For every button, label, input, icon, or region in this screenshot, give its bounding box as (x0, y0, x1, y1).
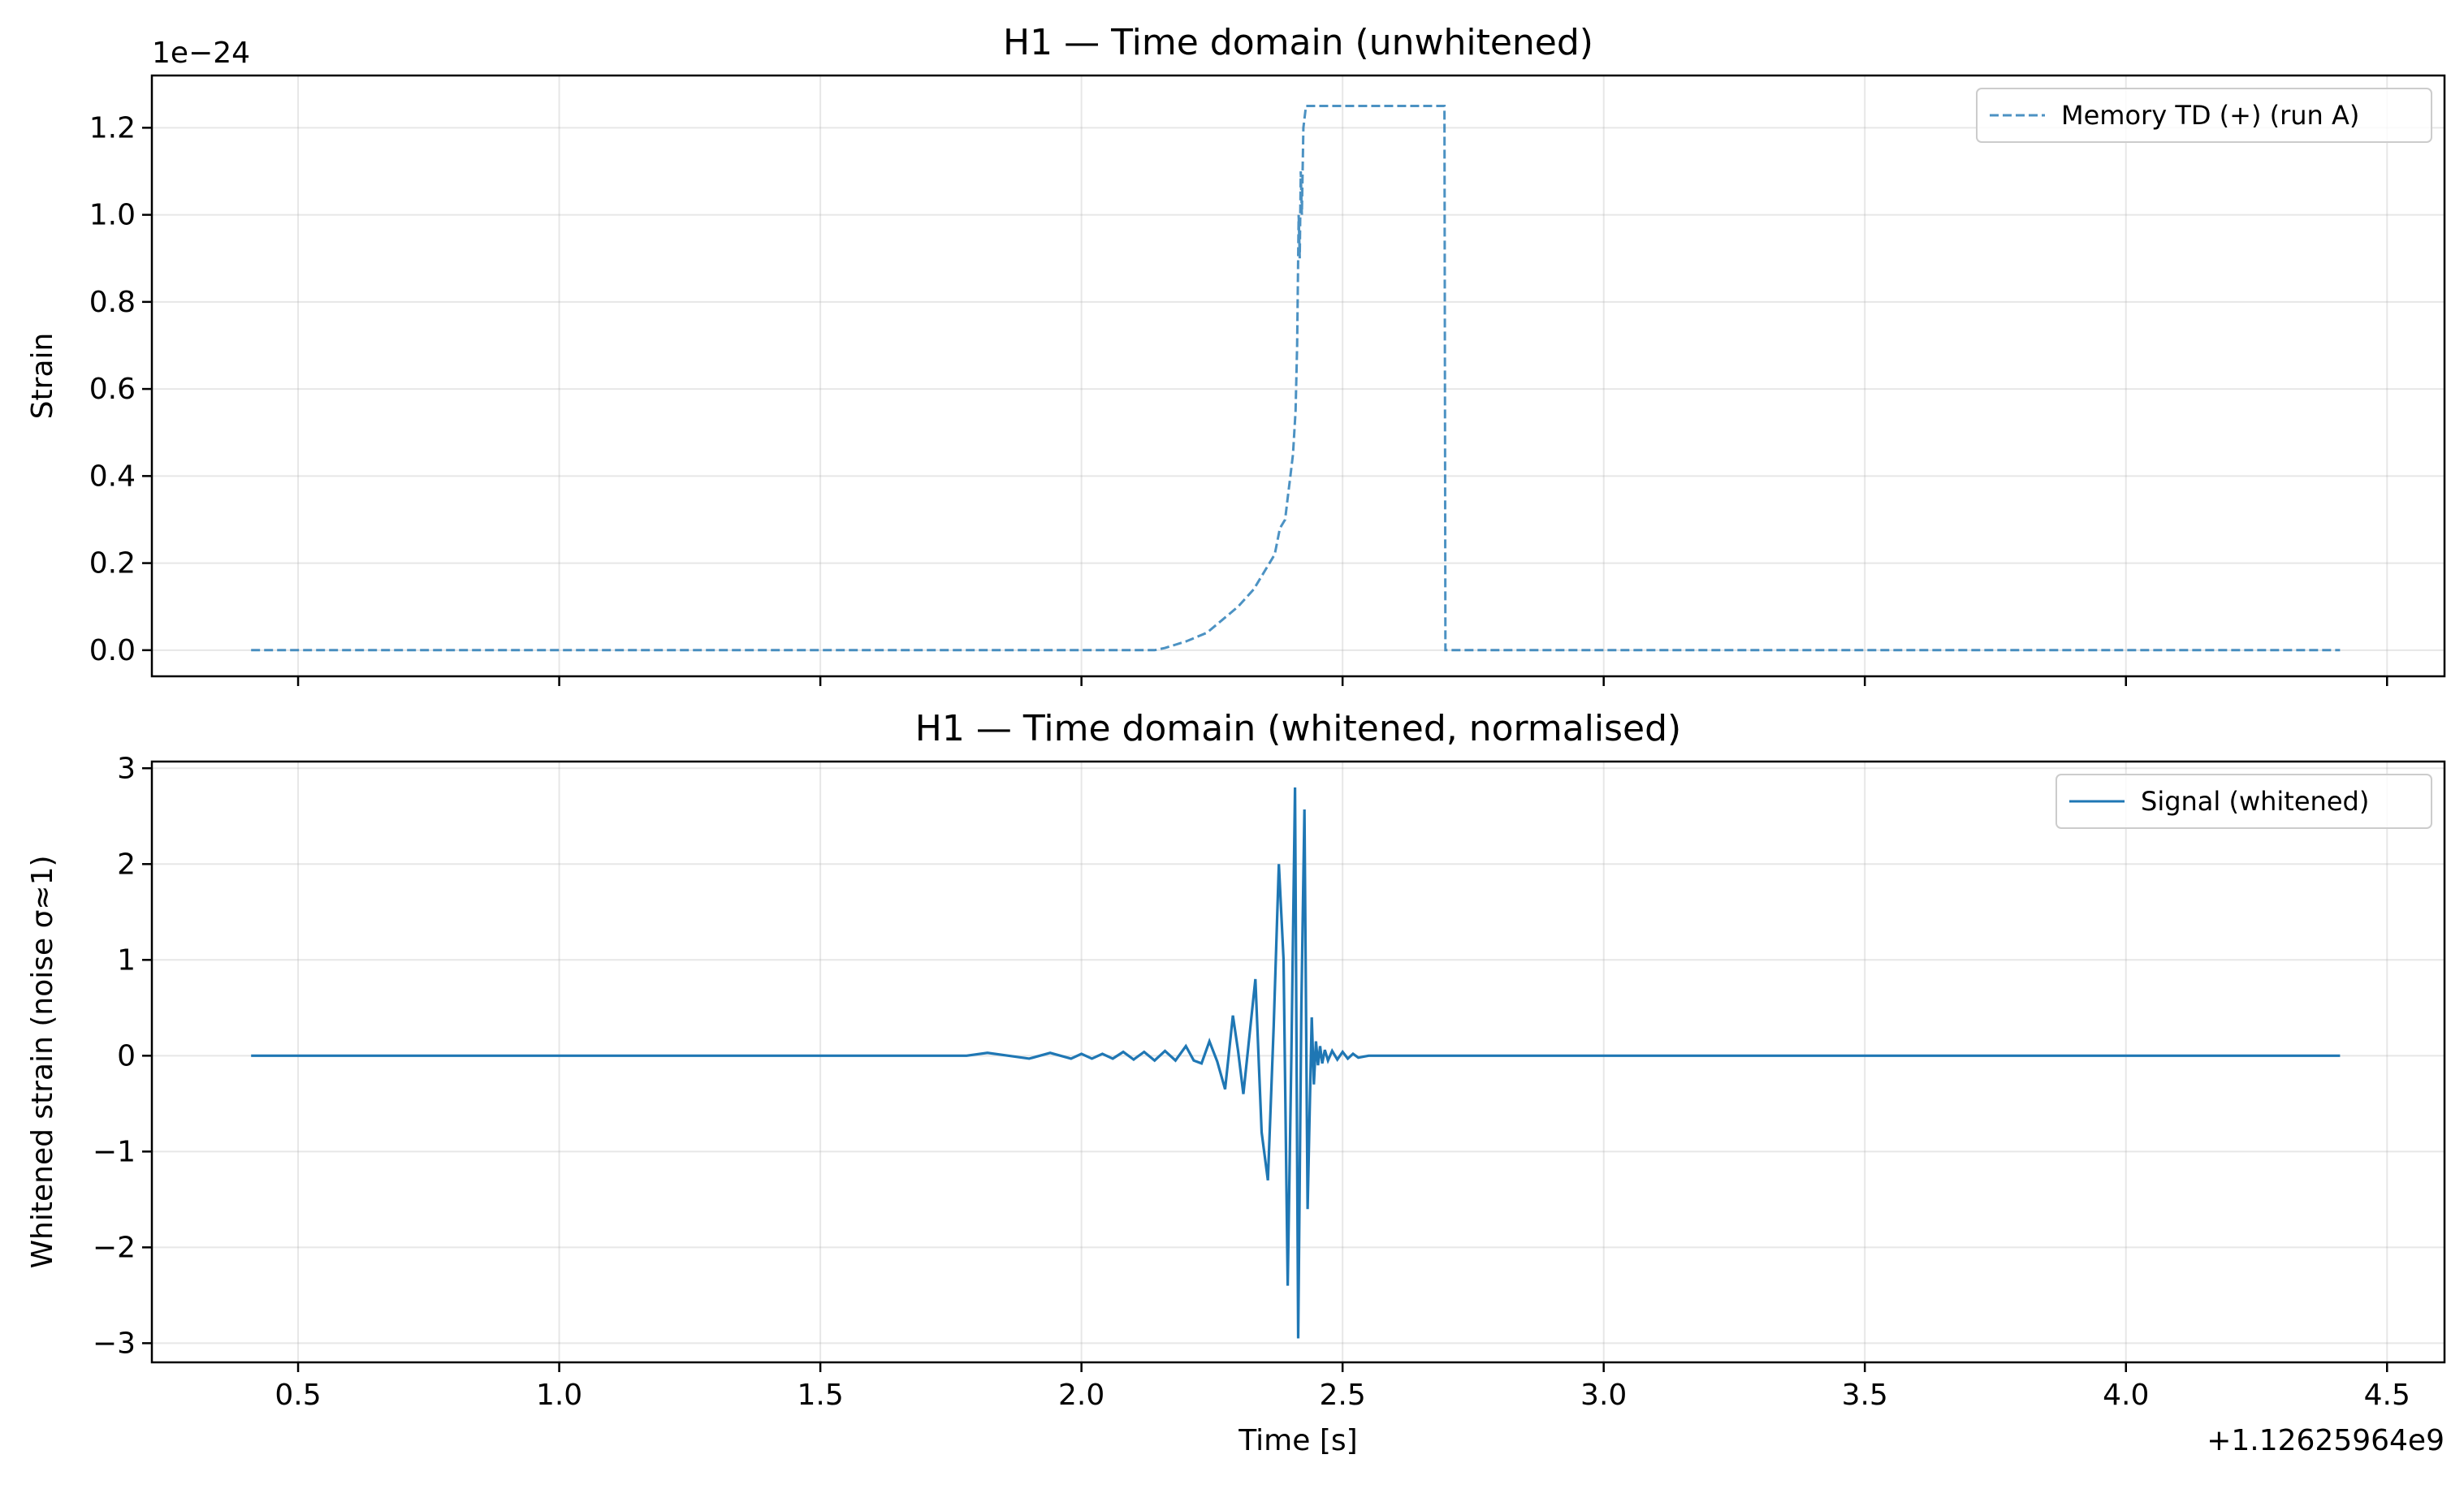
y-tick-label: 0.6 (89, 373, 136, 406)
x-tick-label: 4.5 (2364, 1379, 2410, 1412)
top-panel: 0.0 0.2 0.4 0.6 0.8 1.0 1.2 H1 — Time domain (… (26, 22, 2446, 686)
y-tick-label: 2 (117, 848, 136, 881)
x-tick-label: 0.5 (274, 1379, 321, 1412)
y-tick-label: 0.0 (89, 634, 136, 667)
x-tick-label: 2.0 (1058, 1379, 1104, 1412)
y-tick-label: −2 (93, 1231, 136, 1264)
top-panel-legend-label: Memory TD (+) (run A) (2061, 100, 2359, 131)
top-panel-legend-box (1976, 88, 2432, 143)
y-tick-label: 0 (117, 1039, 136, 1073)
y-tick-label: 0.8 (89, 286, 136, 319)
bottom-panel-title: H1 — Time domain (whitened, normalised) (915, 708, 1681, 749)
x-offset-label: +1.12625964e9 (2207, 1424, 2445, 1457)
y-tick-label: 3 (117, 752, 136, 785)
x-tick-label: 2.5 (1320, 1379, 1366, 1412)
top-panel-ylabel: Strain (26, 333, 59, 420)
x-tick-label: 3.5 (1842, 1379, 1888, 1412)
x-tick-label: 1.5 (797, 1379, 843, 1412)
memory-td-line (251, 105, 2341, 652)
bottom-panel-legend-box (2055, 774, 2432, 829)
bottom-panel: 0.5 1.0 1.5 2.0 2.5 3.0 3.5 4.0 4.5 −3 −2 −1 0 1 2 3 H… (26, 708, 2446, 1457)
top-panel-title: H1 — Time domain (unwhitened) (1003, 22, 1593, 63)
bottom-panel-xlabel: Time [s] (1238, 1424, 1357, 1457)
top-panel-legend: Memory TD (+) (run A) (1976, 88, 2432, 143)
y-tick-label: 1.0 (89, 199, 136, 232)
bottom-panel-frame (150, 760, 2446, 1364)
top-panel-frame (150, 74, 2446, 678)
x-tick-label: 1.0 (536, 1379, 582, 1412)
x-tick-label: 4.0 (2103, 1379, 2149, 1412)
y-tick-label: 1 (117, 943, 136, 977)
y-tick-label: 0.2 (89, 547, 136, 580)
y-tick-label: 1.2 (89, 111, 136, 145)
y-tick-label: 0.4 (89, 460, 136, 493)
top-panel-scale-label: 1e−24 (152, 37, 250, 70)
bottom-panel-ylabel: Whitened strain (noise σ≈1) (26, 855, 59, 1268)
bottom-panel-legend: Signal (whitened) (2055, 774, 2432, 829)
x-tick-label: 3.0 (1580, 1379, 1627, 1412)
y-tick-label: −1 (93, 1135, 136, 1168)
bottom-panel-legend-label: Signal (whitened) (2141, 786, 2369, 817)
whitened-signal-line (251, 787, 2341, 1339)
y-tick-label: −3 (93, 1327, 136, 1360)
